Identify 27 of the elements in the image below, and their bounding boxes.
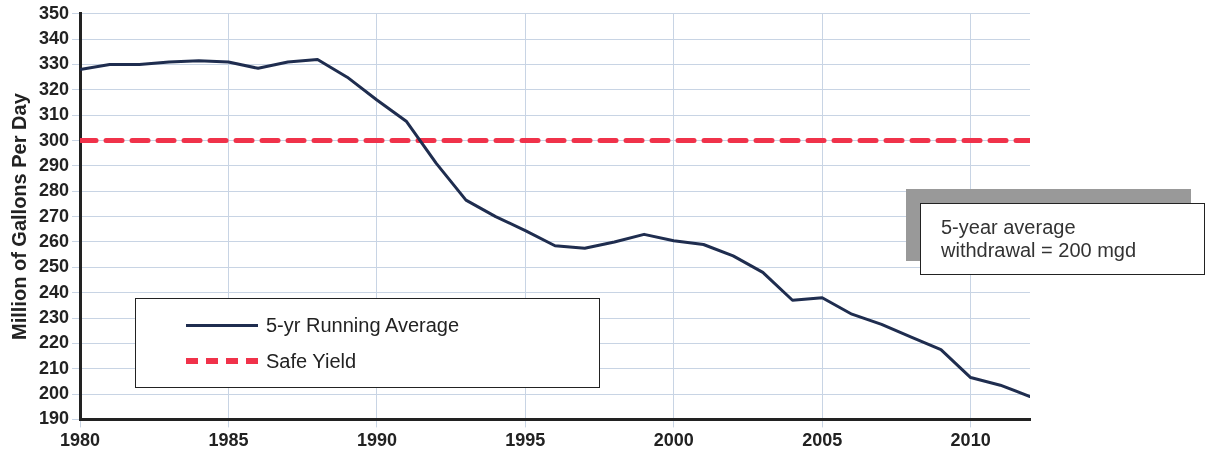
x-tick-label: 1985	[208, 430, 249, 451]
y-tick-label: 240	[38, 281, 70, 302]
legend-label: Safe Yield	[266, 349, 357, 373]
y-tick-label: 270	[38, 205, 70, 226]
x-tick-label: 1990	[356, 430, 397, 451]
y-tick-label: 230	[38, 306, 70, 327]
y-axis-title: Million of Gallons Per Day	[7, 92, 30, 340]
y-tick-label: 260	[38, 230, 70, 251]
x-tick-label: 2010	[950, 430, 991, 451]
x-tick-label: 1980	[60, 430, 101, 451]
y-tick-label: 310	[38, 104, 70, 125]
y-tick-label: 220	[38, 332, 70, 353]
y-tick-label: 320	[38, 78, 70, 99]
legend-label: 5-yr Running Average	[266, 313, 460, 337]
y-tick-label: 200	[38, 383, 70, 404]
y-tick-label: 330	[38, 53, 70, 74]
x-tick-label: 2005	[802, 430, 843, 451]
y-tick-label: 340	[38, 28, 70, 49]
x-tick-label: 2000	[653, 430, 694, 451]
x-tick-label: 1995	[505, 430, 546, 451]
y-tick-label: 210	[38, 357, 70, 378]
y-tick-label: 300	[38, 129, 70, 150]
y-tick-label: 250	[38, 256, 70, 277]
y-tick-label: 290	[38, 154, 70, 175]
y-tick-label: 350	[38, 2, 70, 23]
y-tick-label: 280	[38, 180, 70, 201]
y-tick-label: 190	[38, 408, 70, 429]
